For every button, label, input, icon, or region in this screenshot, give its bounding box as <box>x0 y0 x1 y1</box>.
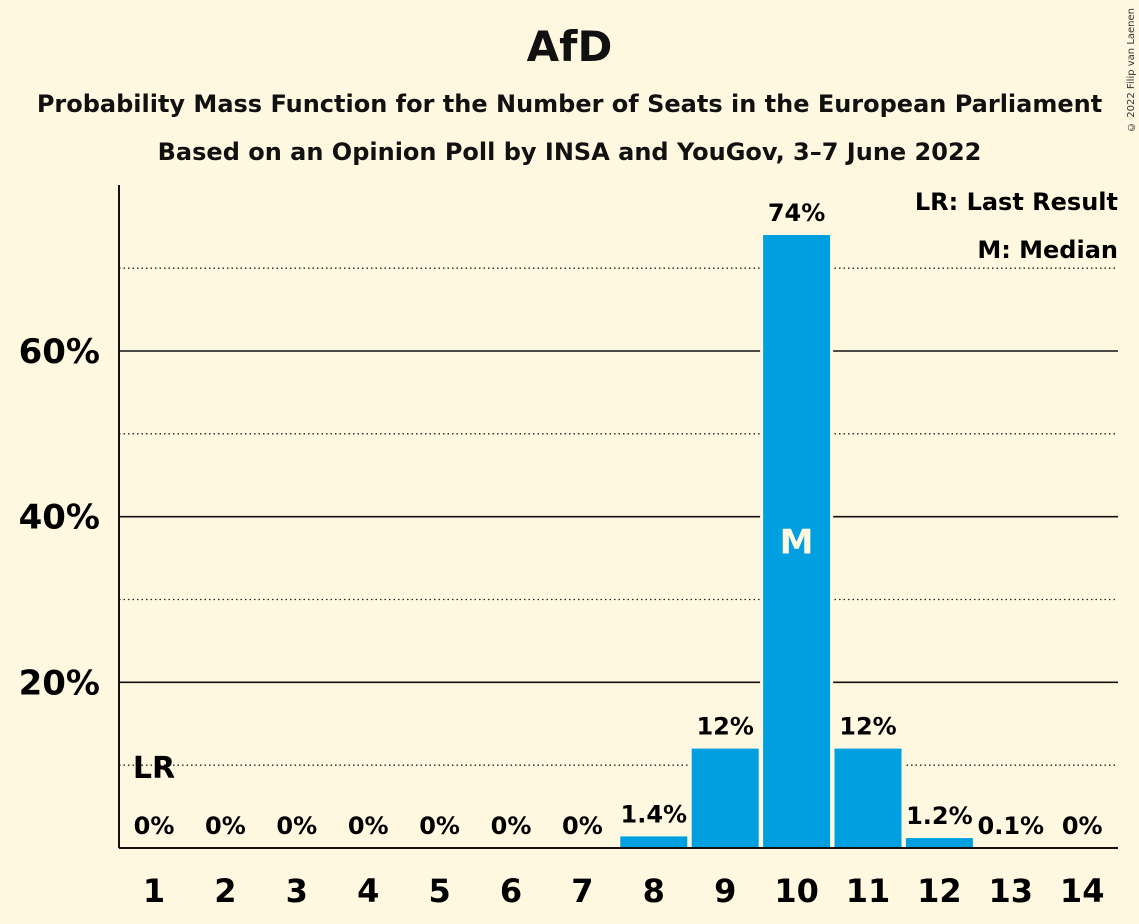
bars <box>617 234 976 849</box>
bar <box>691 748 759 848</box>
legend: LR: Last Result M: Median <box>915 188 1118 264</box>
data-label: 0% <box>419 812 460 840</box>
x-tick-label: 3 <box>286 872 308 910</box>
axes: 20%40%60%1 2 3 4 5 6 7 8 9 10 11 12 13 14 <box>19 185 1118 910</box>
median-marker: M <box>780 523 814 563</box>
x-tick-label: 11 <box>846 872 891 910</box>
data-label: 1.2% <box>906 802 973 830</box>
x-tick-label: 10 <box>774 872 819 910</box>
data-label: 0% <box>348 812 389 840</box>
gridlines <box>119 267 1118 766</box>
chart-subtitle-poll: Based on an Opinion Poll by INSA and You… <box>157 138 982 166</box>
chart-subtitle: Probability Mass Function for the Number… <box>36 90 1103 118</box>
legend-median: M: Median <box>977 236 1118 264</box>
x-tick-label: 2 <box>214 872 236 910</box>
data-label: 0% <box>205 812 246 840</box>
data-label: 12% <box>696 713 753 741</box>
data-label: 0% <box>134 812 175 840</box>
data-label: 0.1% <box>978 812 1045 840</box>
data-label: 0% <box>562 812 603 840</box>
chart-title: AfD <box>526 22 613 71</box>
y-tick-label: 40% <box>19 498 100 538</box>
x-tick-label: 4 <box>357 872 379 910</box>
y-tick-label: 60% <box>19 332 100 372</box>
x-tick-label: 9 <box>714 872 736 910</box>
legend-last-result: LR: Last Result <box>915 188 1118 216</box>
data-label: 0% <box>1062 812 1103 840</box>
x-tick-label: 13 <box>989 872 1034 910</box>
x-tick-label: 12 <box>917 872 962 910</box>
x-tick-label: 6 <box>500 872 522 910</box>
bar <box>905 838 973 848</box>
x-tick-label: 1 <box>143 872 165 910</box>
data-label: 12% <box>839 713 896 741</box>
x-tick-label: 14 <box>1060 872 1105 910</box>
bar <box>620 836 688 848</box>
last-result-marker: LR <box>133 751 175 786</box>
x-tick-label: 5 <box>428 872 450 910</box>
x-tick-label: 8 <box>643 872 665 910</box>
data-label: 1.4% <box>621 800 688 828</box>
data-labels: 0% 0% 0% 0% 0% 0% 0% 1.4% 12% 74% 12% 1.2% 0.1% 0% M LR <box>133 199 1103 840</box>
data-label: 0% <box>491 812 532 840</box>
y-tick-label: 20% <box>19 663 100 703</box>
bar <box>763 235 831 849</box>
data-label: 0% <box>276 812 317 840</box>
bar <box>834 748 902 848</box>
x-tick-label: 7 <box>571 872 593 910</box>
data-label: 74% <box>768 199 825 227</box>
